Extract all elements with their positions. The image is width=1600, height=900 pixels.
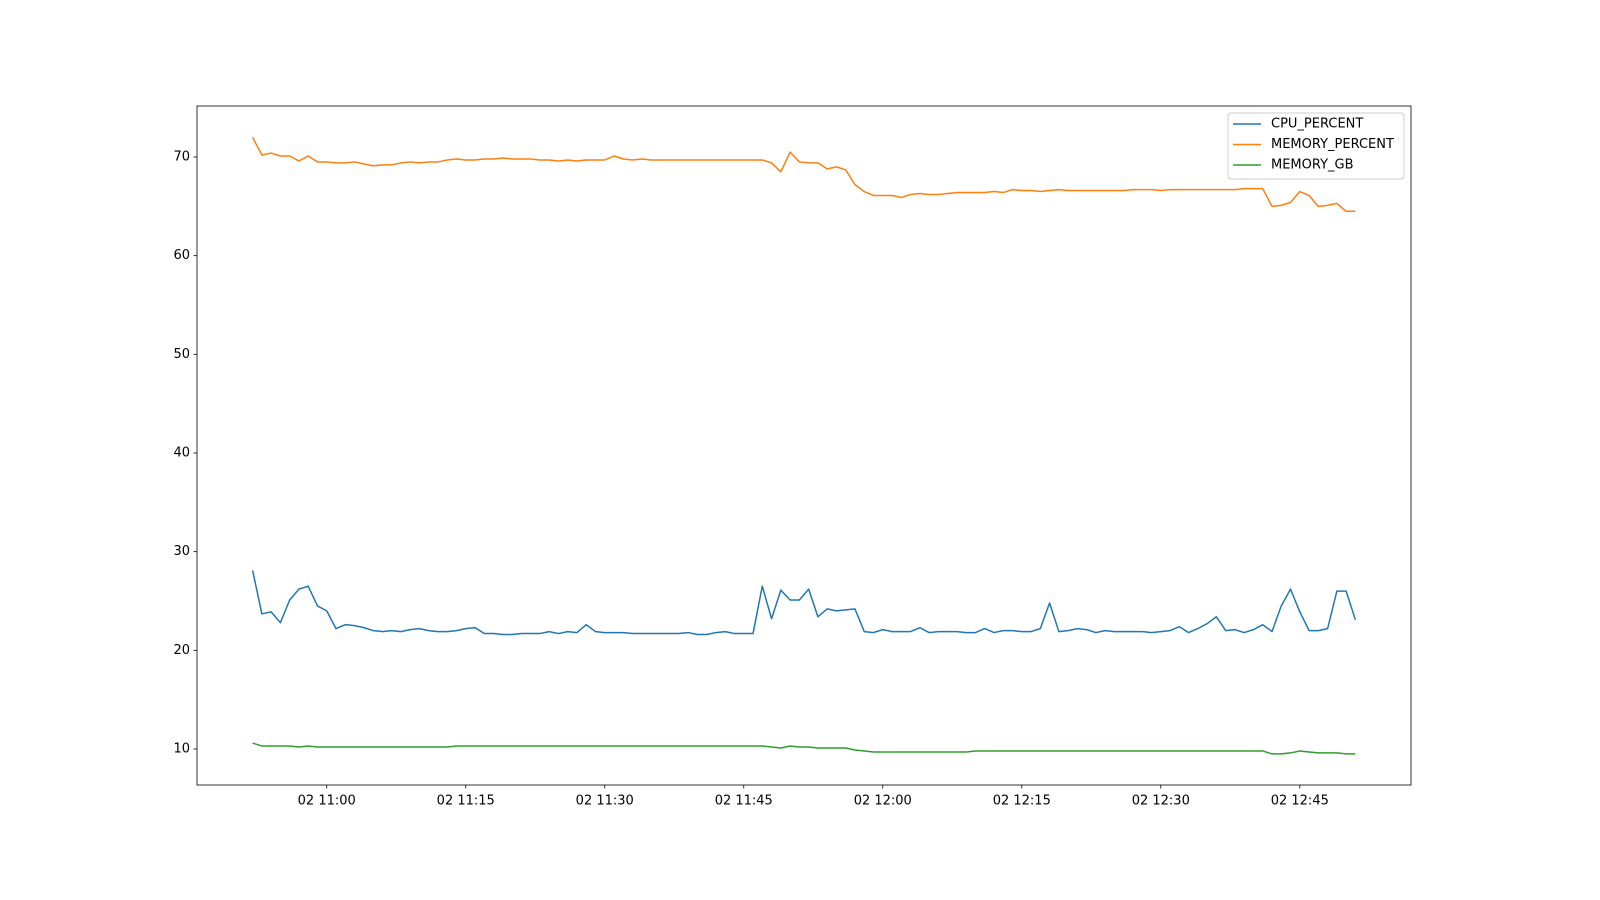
x-tick-label: 02 11:45 <box>715 794 773 809</box>
legend: CPU_PERCENT MEMORY_PERCENT MEMORY_GB <box>1227 112 1405 180</box>
legend-label: MEMORY_PERCENT <box>1271 137 1394 152</box>
y-tick-label: 30 <box>173 544 190 559</box>
x-tick-label: 02 12:00 <box>854 794 912 809</box>
legend-box <box>1227 112 1405 180</box>
y-tick-label: 10 <box>173 741 190 756</box>
x-tick-label: 02 11:15 <box>437 794 495 809</box>
series-line <box>251 570 1357 636</box>
x-tick-label: 02 12:30 <box>1132 794 1190 809</box>
plot-frame <box>196 105 1412 786</box>
series-line <box>252 742 1356 755</box>
y-tick-label: 60 <box>173 248 190 263</box>
x-tick-label: 02 11:30 <box>576 794 634 809</box>
x-tick-label: 02 12:15 <box>993 794 1051 809</box>
y-tick-label: 50 <box>173 347 190 362</box>
x-tick-label: 02 12:45 <box>1271 794 1329 809</box>
y-tick-label: 70 <box>173 150 190 165</box>
x-tick-label: 02 11:00 <box>298 794 356 809</box>
y-tick-label: 40 <box>173 445 190 460</box>
legend-label: CPU_PERCENT <box>1271 117 1363 132</box>
legend-label: MEMORY_GB <box>1271 158 1354 173</box>
y-tick-label: 20 <box>173 643 190 658</box>
series-line <box>251 136 1356 213</box>
